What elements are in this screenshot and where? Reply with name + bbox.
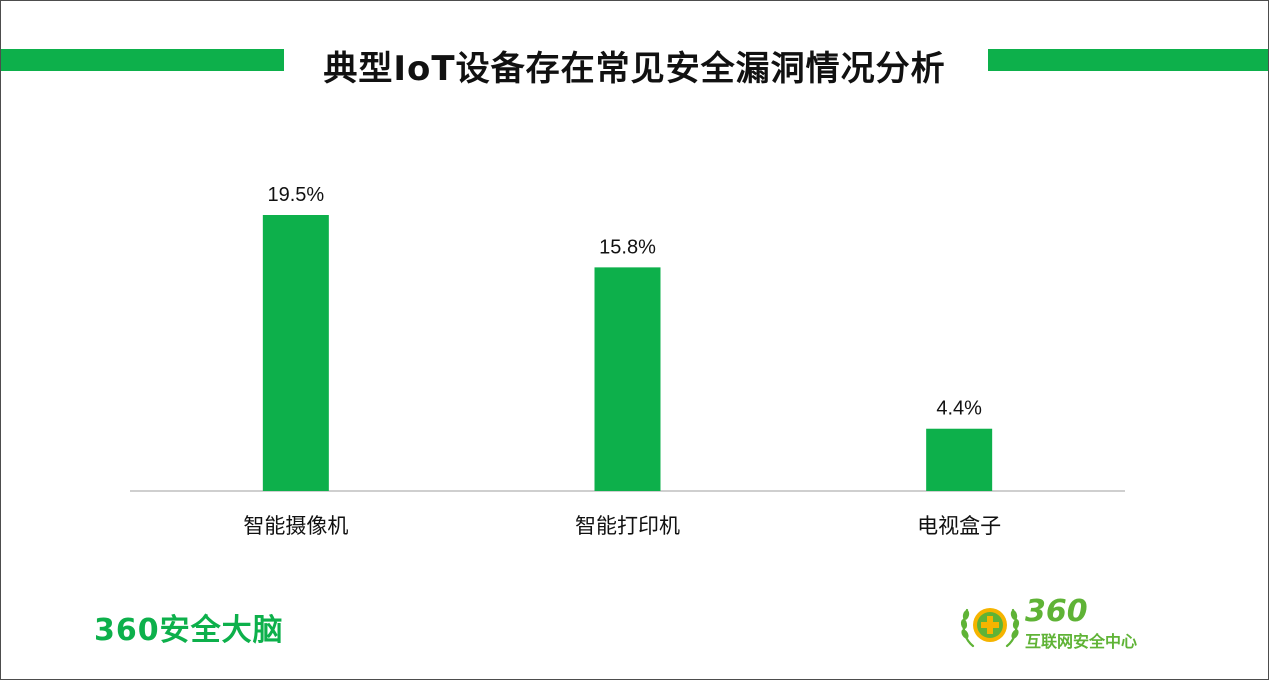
category-label-2: 智能打印机 <box>575 514 680 538</box>
brand-name: 互联网安全中心 <box>1025 632 1138 651</box>
category-label-1: 智能摄像机 <box>243 514 348 538</box>
value-label-3: 4.4% <box>936 398 982 420</box>
title-bar-left <box>1 49 284 71</box>
bars-group: 19.5% 智能摄像机 15.8% 智能打印机 4.4% 电视盒子 <box>243 184 1001 538</box>
title-bar-right <box>988 49 1268 71</box>
category-label-3: 电视盒子 <box>917 514 1001 538</box>
brand-360-brain: 360安全大脑 <box>94 613 284 648</box>
brand-number: 360 <box>1025 594 1088 629</box>
value-label-1: 19.5% <box>267 184 324 206</box>
value-label-2: 15.8% <box>599 236 656 258</box>
360-plus-laurel-logo-icon <box>960 608 1020 648</box>
chart-title: 典型IoT设备存在常见安全漏洞情况分析 <box>323 49 946 89</box>
bar-3 <box>926 428 993 491</box>
bar-1 <box>262 215 329 491</box>
bar-2 <box>594 267 661 491</box>
